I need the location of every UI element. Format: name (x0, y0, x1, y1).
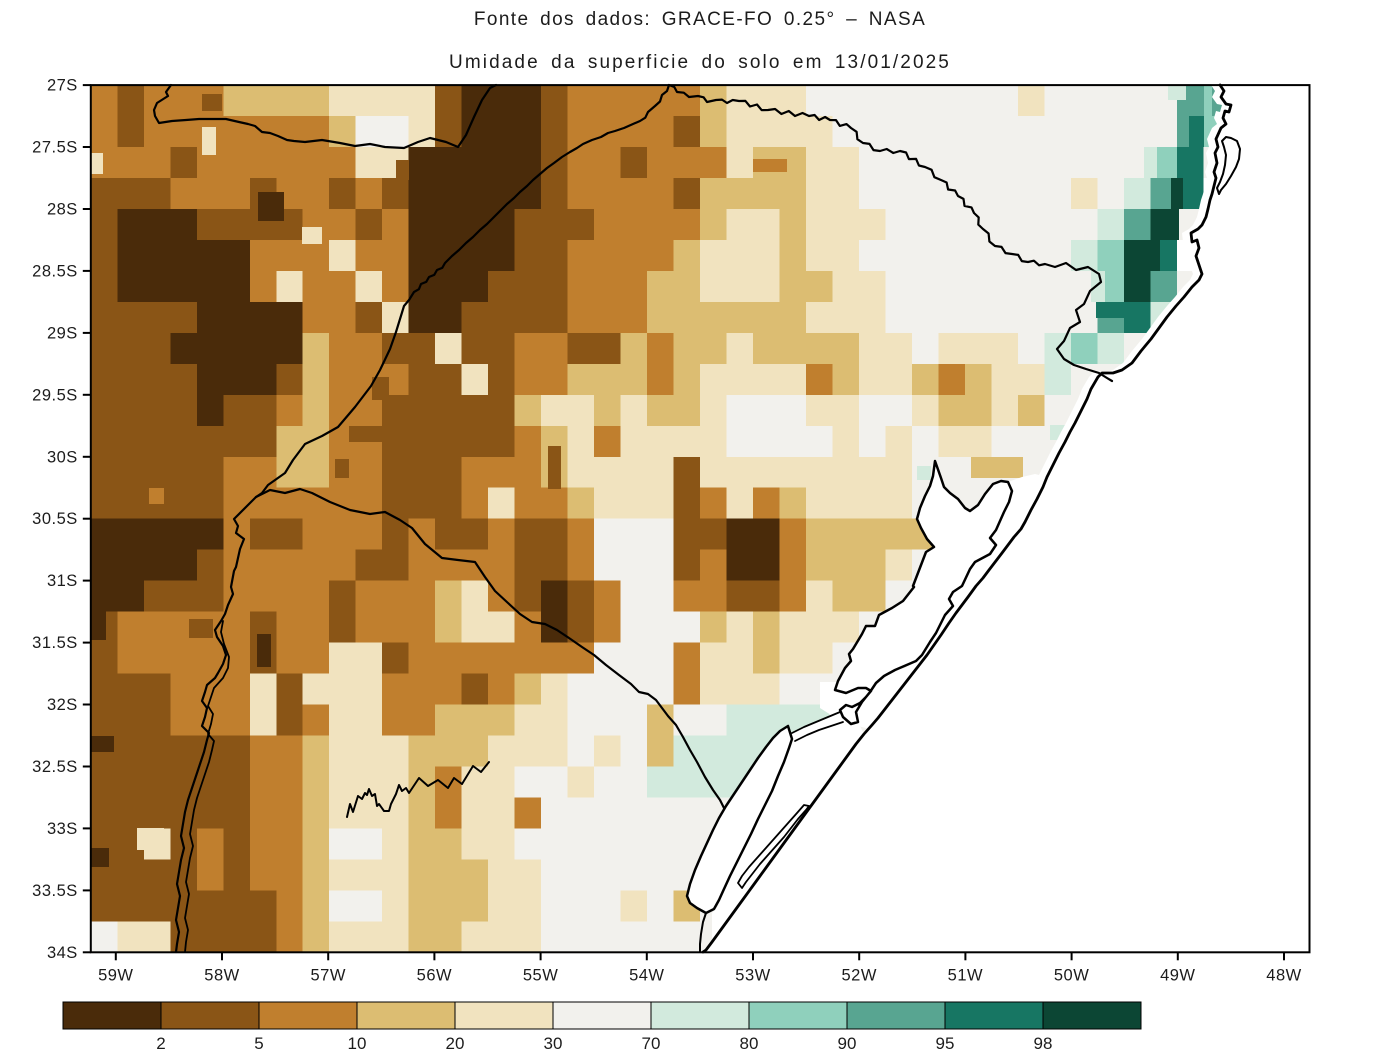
svg-text:30S: 30S (47, 448, 78, 466)
svg-text:57W: 57W (310, 966, 345, 984)
svg-text:30: 30 (544, 1034, 563, 1052)
svg-text:28S: 28S (47, 201, 78, 219)
svg-text:5: 5 (254, 1034, 263, 1052)
svg-text:20: 20 (446, 1034, 465, 1052)
svg-text:28.5S: 28.5S (32, 262, 78, 280)
svg-text:55W: 55W (523, 966, 558, 984)
svg-text:33S: 33S (47, 820, 78, 838)
svg-text:90: 90 (838, 1034, 857, 1052)
svg-text:Fonte dos dados: GRACE-FO 0.25: Fonte dos dados: GRACE-FO 0.25° – NASA (474, 9, 926, 30)
svg-text:49W: 49W (1160, 966, 1195, 984)
svg-text:98: 98 (1034, 1034, 1053, 1052)
svg-text:32S: 32S (47, 696, 78, 714)
svg-text:27.5S: 27.5S (32, 139, 78, 157)
svg-text:10: 10 (348, 1034, 367, 1052)
svg-text:Umidade da superficie do solo: Umidade da superficie do solo em 13/01/2… (449, 52, 951, 73)
svg-text:34S: 34S (47, 944, 78, 962)
svg-text:29S: 29S (47, 324, 78, 342)
svg-text:54W: 54W (629, 966, 664, 984)
svg-text:56W: 56W (417, 966, 452, 984)
svg-text:32.5S: 32.5S (32, 758, 78, 776)
svg-text:33.5S: 33.5S (32, 882, 78, 900)
svg-text:58W: 58W (204, 966, 239, 984)
svg-text:30.5S: 30.5S (32, 510, 78, 528)
svg-text:48W: 48W (1266, 966, 1301, 984)
svg-text:51W: 51W (948, 966, 983, 984)
svg-text:27S: 27S (47, 77, 78, 95)
svg-text:2: 2 (156, 1034, 165, 1052)
svg-text:52W: 52W (841, 966, 876, 984)
svg-text:53W: 53W (735, 966, 770, 984)
svg-text:31S: 31S (47, 572, 78, 590)
svg-text:59W: 59W (98, 966, 133, 984)
svg-text:31.5S: 31.5S (32, 634, 78, 652)
svg-text:29.5S: 29.5S (32, 386, 78, 404)
svg-text:95: 95 (936, 1034, 955, 1052)
svg-text:50W: 50W (1054, 966, 1089, 984)
svg-text:80: 80 (740, 1034, 759, 1052)
svg-text:70: 70 (642, 1034, 661, 1052)
